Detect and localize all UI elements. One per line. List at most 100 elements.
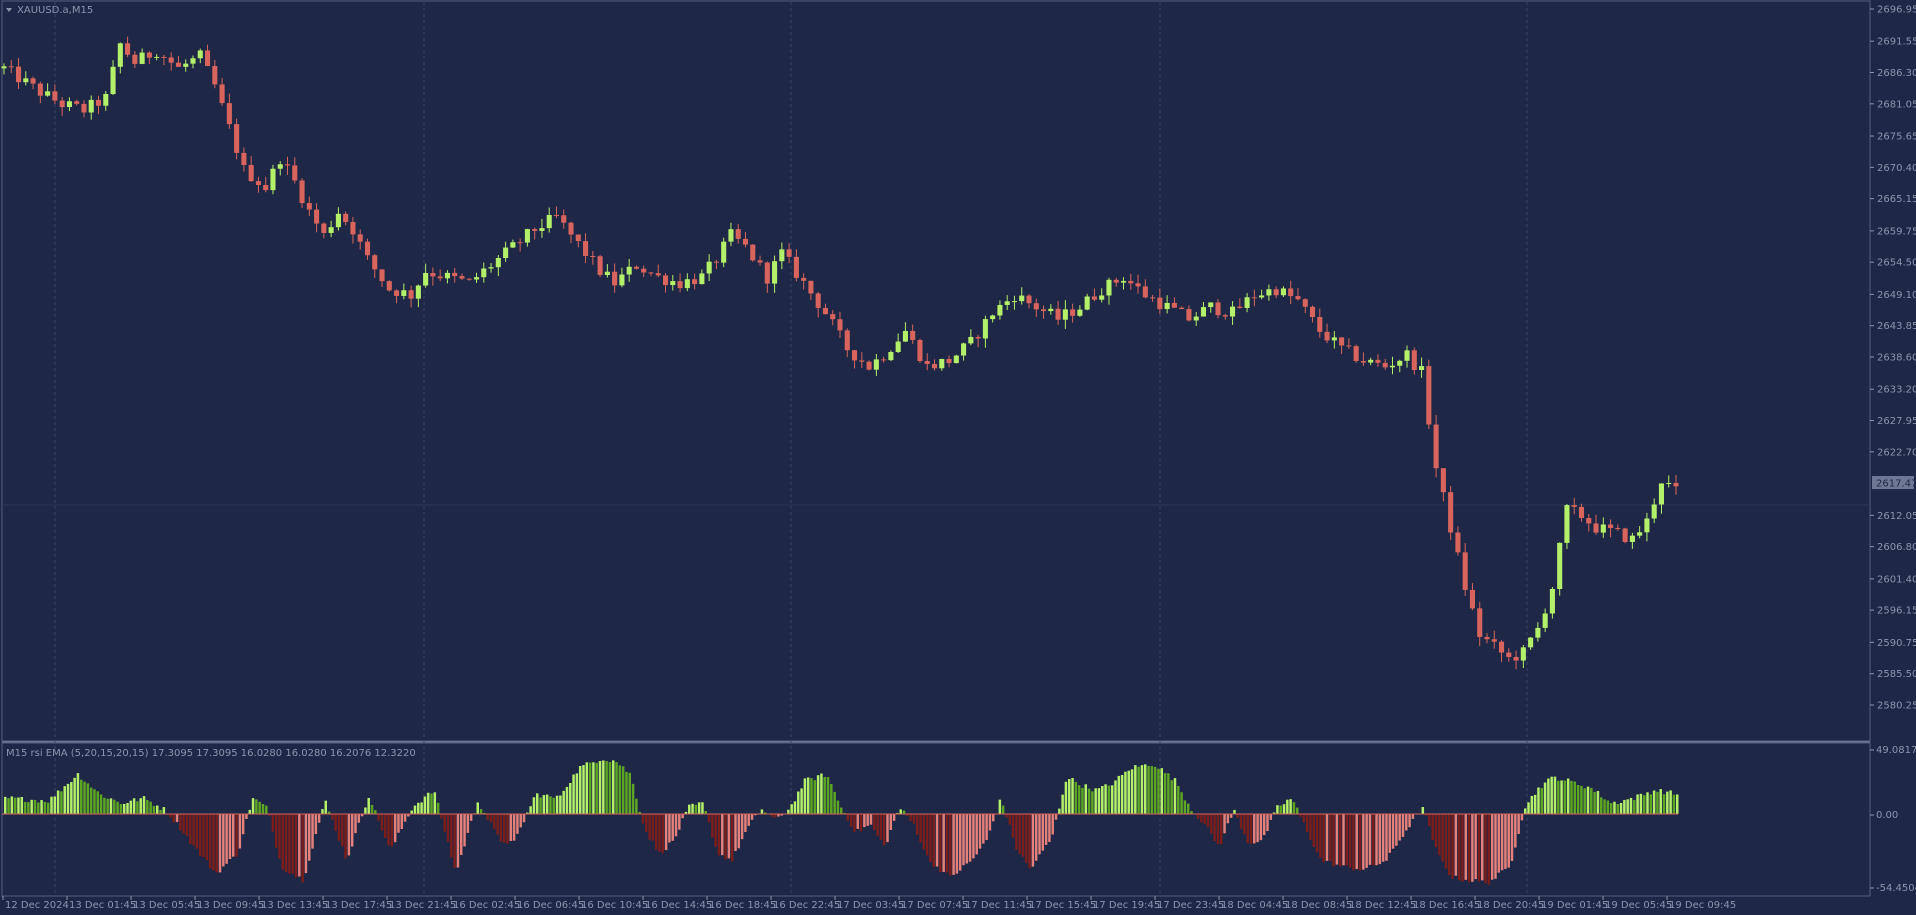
candle-body [583, 241, 589, 257]
histogram-bar [1510, 813, 1514, 861]
histogram-bar [1448, 813, 1451, 876]
histogram-bar [909, 813, 912, 821]
histogram-bar [1305, 813, 1309, 832]
histogram-bar [992, 813, 995, 822]
candle-body [706, 261, 712, 274]
histogram-bar [734, 813, 737, 851]
histogram-bar [311, 813, 314, 849]
candle-body [248, 164, 254, 182]
price-tick-label: 2638.60 [1877, 353, 1916, 364]
candle-body [1469, 589, 1475, 609]
histogram-bar [1517, 813, 1520, 834]
histogram-bar [222, 813, 225, 867]
candle-body [1404, 350, 1410, 361]
histogram-bar [724, 813, 727, 860]
histogram-bar [1216, 813, 1220, 845]
histogram-bar [1038, 813, 1041, 855]
time-tick-label: 13 Dec 17:45 [325, 900, 392, 911]
histogram-bar [136, 801, 139, 814]
histogram-bar [1167, 773, 1170, 814]
histogram-bar [1315, 813, 1319, 853]
histogram-bar [354, 813, 357, 834]
histogram-bar [770, 813, 774, 817]
histogram-bar [645, 813, 648, 832]
candle-body [226, 103, 232, 125]
histogram-bar [225, 813, 228, 864]
histogram-bar [978, 813, 982, 849]
candle-body [1353, 346, 1359, 361]
histogram-bar [654, 813, 658, 850]
candle-body [961, 343, 967, 356]
candle-body [1230, 306, 1236, 317]
histogram-bar [552, 797, 555, 814]
histogram-bar [929, 813, 932, 862]
histogram-bar [489, 813, 493, 823]
candle-body [132, 54, 138, 64]
histogram-bar [294, 813, 298, 878]
candle-body [662, 275, 669, 286]
histogram-bar [466, 813, 470, 833]
histogram-bar [1008, 813, 1011, 825]
histogram-bar [1170, 780, 1173, 814]
candle-body [175, 62, 182, 67]
histogram-bar [985, 813, 988, 840]
indicator-pane-border [1, 742, 1871, 897]
time-tick-label: 16 Dec 18:45 [709, 900, 776, 911]
histogram-bar [162, 807, 166, 814]
histogram-bar [1054, 813, 1058, 820]
histogram-bar [185, 813, 189, 837]
price-tick-label: 2696.95 [1877, 5, 1916, 16]
histogram-bar [301, 813, 304, 883]
histogram-bar [582, 765, 585, 814]
histogram-bar [1127, 770, 1130, 814]
time-tick-label: 13 Dec 01:45 [69, 900, 136, 911]
histogram-bar [235, 813, 238, 857]
price-tick-label: 2590.75 [1877, 638, 1916, 649]
candle-body [866, 361, 872, 370]
dropdown-triangle-icon[interactable] [6, 8, 12, 12]
histogram-bar [1021, 813, 1025, 857]
candle-body [779, 249, 785, 262]
histogram-bar [1094, 788, 1097, 814]
candle-body [931, 363, 938, 369]
histogram-bar [1603, 799, 1606, 814]
price-tick-label: 2601.40 [1877, 574, 1916, 585]
candle-body [597, 256, 603, 276]
histogram-bar [122, 803, 126, 814]
histogram-bar [740, 813, 744, 840]
candle-body [1222, 315, 1228, 317]
candle-body [1142, 286, 1148, 298]
histogram-bar [1646, 792, 1649, 814]
histogram-bar [116, 801, 119, 814]
histogram-bar [119, 804, 123, 814]
time-tick-label: 17 Dec 23:45 [1157, 900, 1224, 911]
indicator-histogram [2, 760, 1679, 885]
histogram-bar [1504, 813, 1507, 869]
candle-body [713, 261, 719, 263]
current-price-tag [1872, 476, 1914, 490]
candle-body [1251, 297, 1257, 299]
candle-body [364, 241, 371, 256]
histogram-bar [1656, 791, 1659, 814]
histogram-bar [664, 813, 668, 851]
histogram-bar [1335, 813, 1339, 865]
histogram-bar [625, 771, 628, 814]
histogram-bar [321, 809, 324, 814]
candle-body [110, 66, 116, 94]
candle-body [357, 234, 363, 242]
histogram-bar [1596, 791, 1600, 814]
candle-body [808, 280, 814, 294]
histogram-bar [205, 813, 209, 861]
candle-body [234, 124, 240, 153]
histogram-bar [1332, 813, 1335, 867]
candle-body [1520, 647, 1526, 661]
candle-body [990, 315, 996, 320]
candle-body [939, 358, 945, 369]
histogram-bar [46, 802, 50, 814]
histogram-bar [450, 813, 453, 858]
histogram-bar [955, 813, 959, 874]
price-tick-label: 2665.15 [1877, 194, 1916, 205]
histogram-bar [760, 809, 764, 814]
histogram-bar [261, 803, 265, 814]
